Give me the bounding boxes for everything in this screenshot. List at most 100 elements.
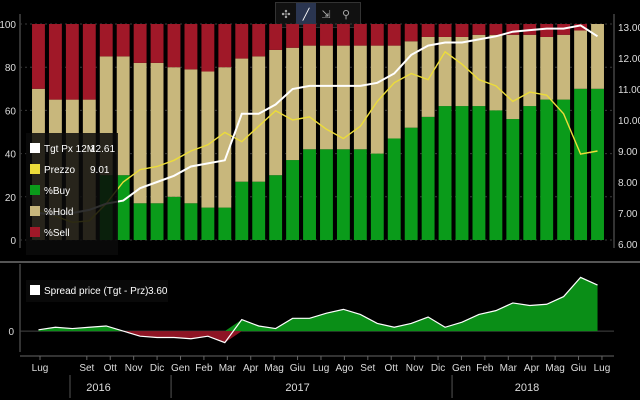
- bar-hold: [557, 34, 571, 100]
- bar-sell: [32, 24, 45, 89]
- bar-sell: [65, 24, 79, 100]
- annotation-icon[interactable]: ⇲: [321, 8, 331, 21]
- legend-label: Prezzo: [44, 165, 76, 176]
- x-year-label: 2016: [86, 382, 110, 394]
- bar-sell: [116, 24, 130, 57]
- bar-sell: [269, 24, 283, 50]
- bar-hold: [404, 41, 418, 128]
- bar-sell: [489, 24, 503, 35]
- bar-buy: [591, 88, 604, 240]
- bar-hold: [506, 34, 520, 120]
- bar-hold: [269, 49, 283, 176]
- bar-sell: [320, 24, 333, 46]
- x-month-label: Set: [79, 363, 94, 374]
- bar-sell: [404, 24, 418, 42]
- bar-buy: [218, 207, 232, 240]
- legend-label: %Hold: [44, 207, 73, 218]
- bar-buy: [489, 110, 503, 241]
- right-axis-tick-label: 8.00: [618, 178, 638, 189]
- bar-sell: [336, 24, 350, 46]
- x-month-label: Nov: [406, 363, 424, 374]
- bar-sell: [370, 24, 384, 46]
- bar-buy: [421, 116, 435, 240]
- bar-buy: [370, 153, 384, 240]
- bar-sell: [82, 24, 96, 100]
- bar-hold: [201, 71, 215, 208]
- legend-box: [26, 133, 118, 255]
- bar-hold: [472, 34, 486, 107]
- left-axis-tick-label: 60: [5, 106, 17, 117]
- x-month-label: Giu: [571, 363, 587, 374]
- bar-sell: [150, 24, 164, 63]
- bar-buy: [303, 149, 316, 240]
- left-axis-tick-label: 40: [5, 150, 17, 161]
- bar-hold: [438, 36, 452, 107]
- target-price-line: [38, 24, 599, 216]
- bar-hold: [591, 24, 604, 89]
- bar-buy: [286, 160, 300, 240]
- bar-buy: [150, 203, 164, 240]
- x-month-label: Mag: [545, 363, 564, 374]
- bar-buy: [133, 203, 147, 240]
- bar-hold: [116, 56, 130, 176]
- x-month-label: Mar: [500, 363, 518, 374]
- right-axis-tick-label: 11.00: [618, 85, 640, 96]
- x-month-label: Feb: [476, 363, 494, 374]
- bar-sell: [286, 24, 300, 48]
- bar-buy: [557, 99, 571, 240]
- bar-hold: [455, 36, 469, 107]
- bar-hold: [303, 45, 316, 150]
- bar-sell: [48, 24, 62, 100]
- x-month-label: Lug: [32, 363, 49, 374]
- legend-swatch: [30, 143, 40, 153]
- crosshair-icon[interactable]: ✣: [281, 8, 291, 21]
- zoom-icon[interactable]: ⚲: [341, 8, 351, 21]
- spread-line: [38, 276, 598, 344]
- left-axis-tick-label: 0: [10, 236, 16, 247]
- right-axis-tick-label: 9.00: [618, 147, 638, 158]
- bar-sell: [184, 24, 198, 70]
- spread-legend-swatch: [30, 285, 40, 295]
- bar-sell: [133, 24, 147, 63]
- price-line: [38, 50, 598, 224]
- x-month-label: Set: [360, 363, 375, 374]
- bar-sell: [421, 24, 435, 37]
- bar-sell: [252, 24, 266, 57]
- bar-sell: [303, 24, 316, 46]
- legend-swatch: [30, 185, 40, 195]
- legend-value: 9.01: [90, 165, 110, 176]
- legend-swatch: [30, 227, 40, 237]
- right-axis-tick-label: 13.00: [618, 23, 640, 34]
- bar-buy: [269, 175, 283, 240]
- x-month-label: Lug: [313, 363, 330, 374]
- x-month-label: Dic: [150, 363, 164, 374]
- x-month-label: Gen: [452, 363, 471, 374]
- bar-buy: [574, 88, 588, 240]
- bar-buy: [540, 99, 554, 240]
- spread-legend-value: 3.60: [148, 286, 168, 297]
- x-month-label: Ott: [385, 363, 399, 374]
- right-axis-tick-label: 12.00: [618, 54, 640, 65]
- legend-swatch: [30, 164, 40, 174]
- bar-buy: [472, 106, 486, 240]
- bar-sell: [201, 24, 215, 72]
- x-month-label: Apr: [524, 363, 540, 374]
- x-month-label: Giu: [290, 363, 306, 374]
- bar-hold: [320, 45, 333, 150]
- bar-hold: [150, 62, 164, 204]
- x-month-label: Ott: [104, 363, 118, 374]
- bar-hold: [184, 69, 198, 204]
- bottom-axis-tick-label: 0: [8, 327, 14, 338]
- bar-hold: [370, 45, 384, 154]
- legend-value: 12.61: [90, 144, 115, 155]
- draw-line-icon[interactable]: ╱: [296, 3, 316, 25]
- bar-hold: [353, 45, 367, 150]
- bar-buy: [320, 149, 333, 240]
- x-month-label: Mar: [219, 363, 237, 374]
- legend-label: %Sell: [44, 228, 70, 239]
- left-axis-tick-label: 100: [0, 20, 16, 31]
- bar-hold: [286, 47, 300, 161]
- bar-sell: [574, 24, 588, 31]
- x-month-label: Nov: [125, 363, 143, 374]
- bar-hold: [489, 34, 503, 111]
